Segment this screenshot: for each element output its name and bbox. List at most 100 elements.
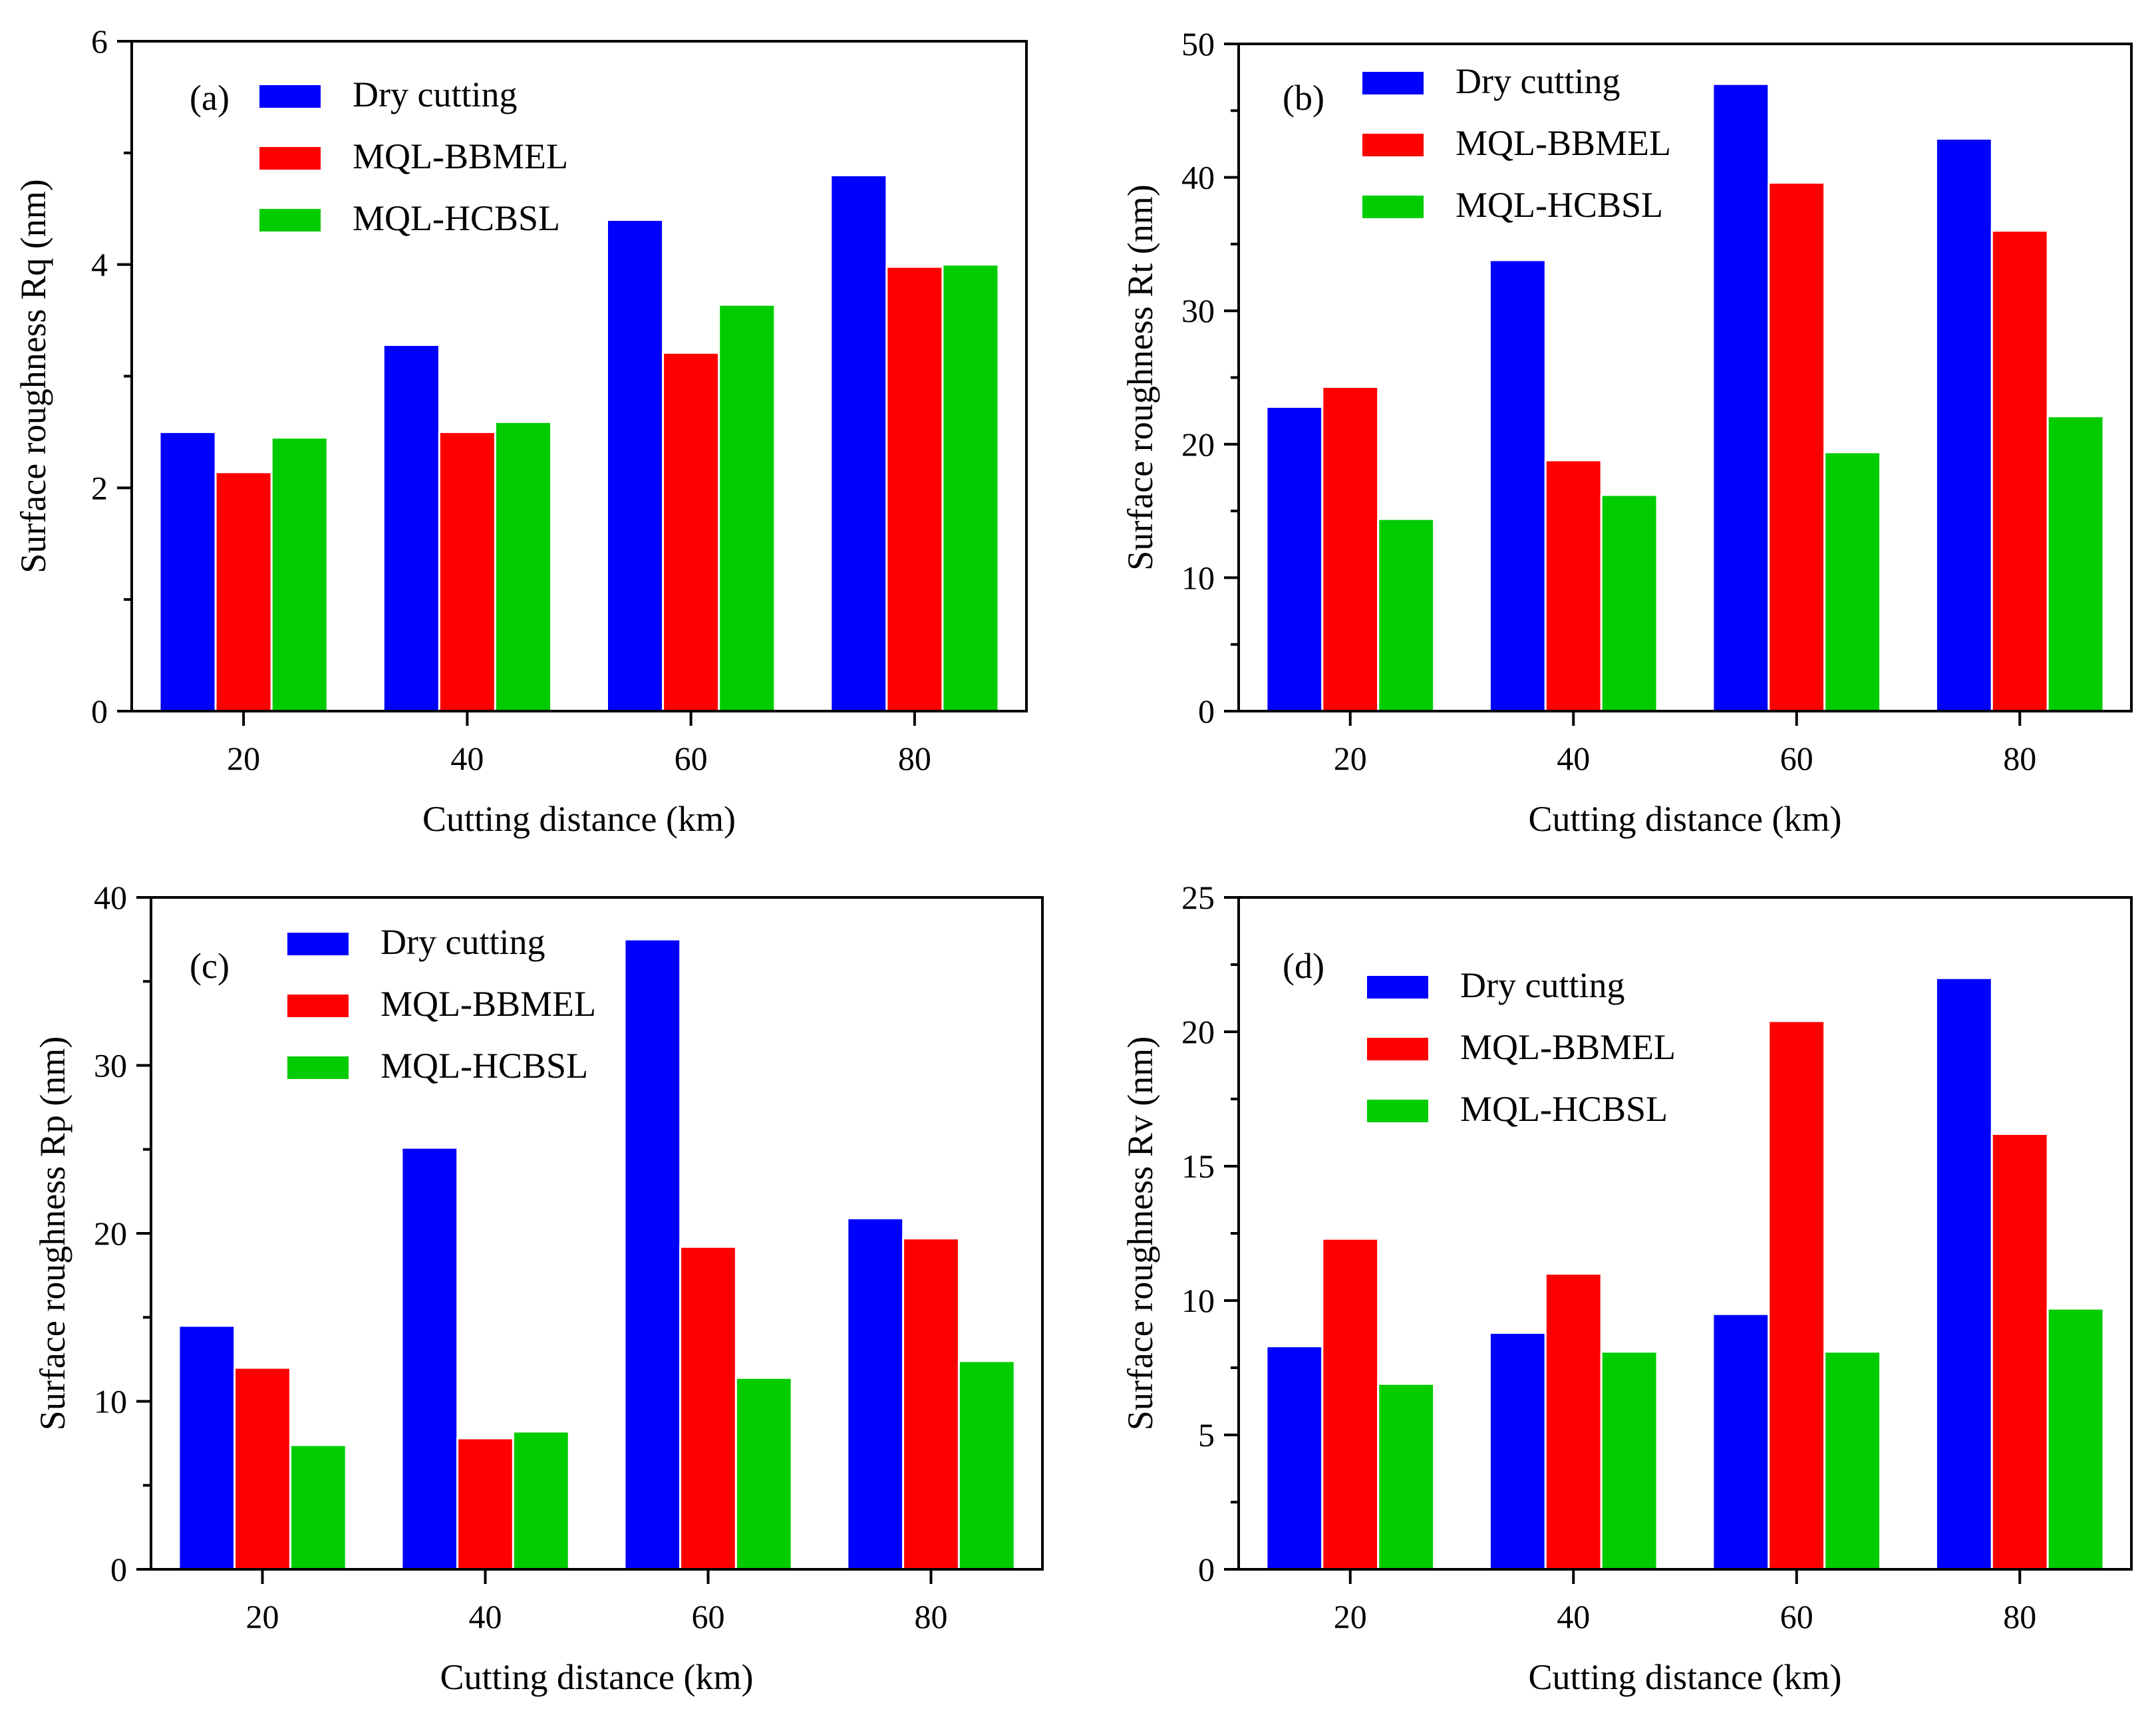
legend-label-hcbsl: MQL-HCBSL [1456,185,1663,225]
bar-bbmel-80 [885,265,944,712]
legend-swatch-hcbsl [1362,196,1424,218]
legend-swatch-bbmel [1367,1038,1428,1060]
bar-bbmel-60 [1768,182,1826,712]
y-tick-label: 0 [1198,1551,1215,1588]
bar-bbmel-40 [1544,459,1603,712]
x-tick-label: 20 [1334,1598,1367,1635]
y-tick-label: 20 [94,1215,127,1252]
y-tick-label: 0 [1198,693,1215,730]
legend-label-hcbsl: MQL-HCBSL [1460,1089,1668,1129]
bar-dry-80 [1934,977,1993,1571]
bar-dry-40 [382,344,440,712]
x-tick-label: 40 [1557,1598,1590,1635]
bar-dry-40 [1488,1332,1547,1571]
bar-dry-80 [846,1217,905,1571]
bar-bbmel-40 [438,430,496,712]
y-tick-label: 0 [91,693,108,730]
bar-hcbsl-80 [957,1360,1016,1571]
y-tick-label: 25 [1181,879,1215,916]
bar-bbmel-60 [679,1245,737,1571]
y-axis-title: Surface roughness Rp (nm) [33,1036,73,1430]
bar-dry-60 [1712,1313,1770,1571]
bar-dry-20 [178,1325,236,1571]
bar-dry-20 [158,430,217,712]
y-axis-title: Surface roughness Rt (nm) [1120,184,1160,570]
y-axis-title: Surface roughness Rq (nm) [13,179,53,573]
bar-hcbsl-60 [734,1376,793,1571]
bar-bbmel-20 [1321,386,1380,712]
legend-swatch-dry [287,933,349,955]
bar-dry-80 [830,174,888,712]
legend-swatch-bbmel [259,147,321,170]
x-tick-label: 80 [2003,1598,2036,1635]
bar-dry-20 [1265,1345,1324,1571]
panel-c-chart: 0 10 20 30 40 20 40 60 80 Cutting distance (km) Su… [33,879,1044,1697]
bar-bbmel-80 [1990,230,2049,712]
panel-label: (b) [1283,78,1324,118]
bar-hcbsl-60 [1823,451,1882,712]
x-tick-label: 80 [915,1598,948,1635]
bar-hcbsl-60 [718,303,776,712]
bar-hcbsl-40 [512,1430,570,1571]
y-tick-label: 30 [1181,292,1215,329]
legend-swatch-hcbsl [259,209,321,232]
bar-hcbsl-20 [289,1444,347,1571]
y-tick-label: 10 [1181,559,1215,596]
bar-hcbsl-60 [1823,1350,1882,1571]
bar-bbmel-40 [456,1437,514,1571]
bar-hcbsl-40 [1600,1350,1658,1571]
x-tick-label: 40 [469,1598,502,1635]
legend-label-dry: Dry cutting [381,922,545,962]
y-tick-label: 4 [91,246,108,283]
bar-bbmel-40 [1544,1273,1603,1571]
bar-bbmel-20 [233,1366,291,1571]
x-tick-label: 60 [1780,1598,1813,1635]
bar-hcbsl-80 [2046,1307,2105,1571]
x-tick-label: 60 [692,1598,725,1635]
bar-bbmel-20 [1321,1237,1380,1571]
bar-dry-20 [1265,406,1324,712]
legend-label-bbmel: MQL-BBMEL [1456,123,1671,163]
bar-hcbsl-40 [494,420,553,712]
bar-dry-80 [1934,137,1993,712]
legend-swatch-bbmel [287,995,349,1017]
bar-hcbsl-20 [1377,518,1436,712]
bar-hcbsl-80 [2046,415,2105,712]
panel-a-chart: 0 2 4 6 20 40 60 80 Cutting distance (km) Surface… [13,23,1028,839]
x-tick-label: 40 [450,740,484,777]
x-tick-label: 80 [898,740,931,777]
bar-dry-40 [400,1146,459,1571]
bar-bbmel-80 [902,1237,960,1571]
y-tick-label: 10 [94,1383,127,1420]
y-tick-label: 30 [94,1047,127,1084]
bar-hcbsl-20 [1377,1382,1436,1571]
legend-swatch-dry [1362,72,1424,94]
panel-label: (c) [190,946,230,986]
legend-swatch-hcbsl [1367,1100,1428,1122]
legend-label-hcbsl: MQL-HCBSL [381,1046,588,1086]
panel-d-chart: 0 5 10 15 20 25 20 40 60 80 Cutting distance (km) S… [1120,879,2133,1697]
legend-label-dry: Dry cutting [1460,965,1624,1005]
bar-hcbsl-40 [1600,494,1658,712]
x-axis-title: Cutting distance (km) [440,1657,754,1697]
bar-bbmel-80 [1990,1133,2049,1571]
legend-swatch-bbmel [1362,134,1424,156]
y-tick-label: 2 [91,469,108,506]
y-axis-title: Surface roughness Rv (nm) [1120,1036,1160,1430]
y-tick-label: 15 [1181,1148,1215,1185]
bar-dry-60 [1712,82,1770,712]
x-tick-label: 60 [675,740,708,777]
bar-bbmel-20 [214,471,273,712]
y-tick-label: 40 [1181,159,1215,196]
legend-label-bbmel: MQL-BBMEL [353,136,568,176]
x-tick-label: 20 [1334,740,1367,777]
bar-hcbsl-20 [270,436,329,712]
x-tick-label: 80 [2003,740,2036,777]
bar-bbmel-60 [1768,1020,1826,1571]
y-tick-label: 20 [1181,426,1215,463]
legend-label-bbmel: MQL-BBMEL [1460,1027,1676,1067]
bar-hcbsl-80 [941,263,1000,712]
legend-label-dry: Dry cutting [353,75,517,114]
legend-label-bbmel: MQL-BBMEL [381,984,596,1024]
